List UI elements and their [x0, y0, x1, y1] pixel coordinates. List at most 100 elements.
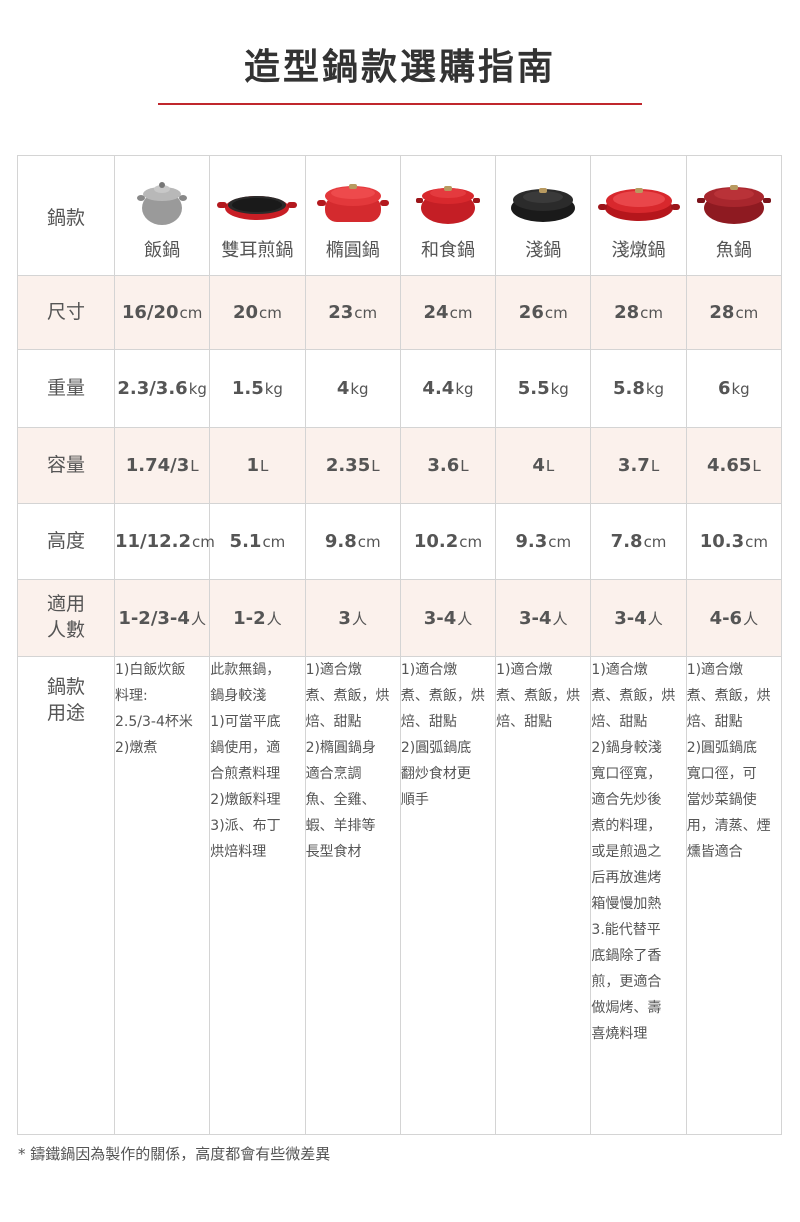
usage-line: 煮、煮飯，烘	[591, 688, 676, 704]
japanese-pot-icon	[415, 186, 480, 224]
row-label-weight: 重量	[17, 349, 115, 428]
double-handle-pan-icon	[217, 196, 298, 220]
height-row: 高度 11/12.2cm 5.1cm 9.8cm 10.2cm 9.3cm 7.…	[17, 503, 783, 580]
row-label-size: 尺寸	[17, 275, 115, 350]
usage-line: 2)橢圓鍋身	[305, 740, 376, 756]
usage-line: 1)適合燉	[400, 662, 458, 678]
usage-cell: 1)適合燉 煮、煮飯，烘 焙、甜點	[495, 656, 592, 1135]
usage-line: 底鍋除了香	[591, 948, 662, 964]
usage-cell: 1)白飯炊飯 料理: 2.5/3-4杯米 2)燉煮	[113, 656, 211, 1135]
usage-line: 順手	[400, 792, 429, 808]
usage-cell: 1)適合燉煮、煮飯，烘 焙、甜點 2)鍋身較淺 寬口徑寬， 適合先炒後煮的料理， 或是煎過…	[590, 656, 687, 1135]
usage-cell: 1)適合燉煮、煮飯，烘 焙、甜點 2)圓弧鍋底 翻炒食材更順手	[399, 656, 497, 1135]
pot-name: 橢圓鍋	[325, 240, 380, 261]
capacity-cell: 2.35L	[304, 427, 401, 504]
pot-header-braiser: 淺燉鍋	[590, 155, 687, 276]
usage-line: 用，清蒸、煙	[686, 818, 771, 834]
usage-line: 適合烹調	[305, 766, 362, 782]
usage-line: 2)燉飯料理	[210, 792, 281, 808]
usage-line: 適合先炒後	[591, 792, 662, 808]
weight-cell: 5.5kg	[495, 349, 592, 428]
usage-line: 2)燉煮	[115, 740, 158, 756]
usage-line: 2)鍋身較淺	[591, 740, 662, 756]
size-row: 尺寸 16/20cm 20cm 23cm 24cm 26cm 28cm 28cm	[17, 275, 783, 350]
pot-name: 飯鍋	[144, 240, 181, 261]
size-cell: 28cm	[685, 275, 783, 350]
usage-line: 喜燒料理	[591, 1026, 648, 1042]
pot-header-oval: 橢圓鍋	[304, 155, 401, 276]
oval-pot-icon	[316, 184, 389, 222]
people-cell: 1-2人	[209, 579, 306, 657]
usage-line: 煮的料理，	[591, 818, 662, 834]
shallow-braiser-icon	[597, 188, 680, 221]
weight-cell: 6kg	[685, 349, 783, 428]
pot-header-shallow: 淺鍋	[495, 155, 592, 276]
height-cell: 9.8cm	[304, 503, 401, 580]
usage-line: 或是煎過之	[591, 844, 662, 860]
usage-line: 合煎煮料理	[210, 766, 281, 782]
weight-cell: 4kg	[304, 349, 401, 428]
size-cell: 26cm	[495, 275, 592, 350]
title-divider	[158, 103, 642, 105]
usage-line: 1)可當平底	[210, 714, 281, 730]
usage-line: 煮、煮飯，烘	[686, 688, 771, 704]
usage-line: 煮、煮飯，烘	[400, 688, 485, 704]
pot-header-japanese: 和食鍋	[399, 155, 497, 276]
usage-line: 3)派、布丁	[210, 818, 281, 834]
usage-line: 魚、全雞、	[305, 792, 376, 808]
usage-line: 2)圓弧鍋底	[686, 740, 758, 756]
usage-cell: 1)適合燉 煮、煮飯，烘 焙、甜點 2)橢圓鍋身 適合烹調 魚、全雞、 蝦、羊排等 長型食材	[304, 656, 401, 1135]
usage-line: 鍋使用，適	[210, 740, 281, 756]
people-row: 適用 人數 1-2/3-4人 1-2人 3人 3-4人 3-4人 3-4人 4-6…	[17, 579, 783, 657]
usage-line: 焙、甜點	[686, 714, 743, 730]
usage-line: 2.5/3-4杯米	[115, 714, 193, 730]
capacity-cell: 3.7L	[590, 427, 687, 504]
usage-line: 焙、甜點	[400, 714, 457, 730]
usage-line: 煎，更適合	[591, 974, 662, 990]
usage-line: 1)適合燉	[591, 662, 648, 678]
row-label-usage: 鍋款 用途	[17, 656, 115, 1135]
usage-line: 1)適合燉	[496, 662, 553, 678]
people-cell: 3-4人	[399, 579, 497, 657]
people-cell: 1-2/3-4人	[113, 579, 211, 657]
black-shallow-pot-icon	[511, 188, 576, 222]
people-cell: 4-6人	[685, 579, 783, 657]
capacity-cell: 1.74/3L	[113, 427, 211, 504]
pot-name: 和食鍋	[420, 240, 475, 261]
spec-table: 鍋款 飯鍋 雙耳煎鍋	[17, 155, 783, 1135]
usage-line: 煮、煮飯，烘	[305, 688, 390, 704]
usage-line: 寬口徑寬，	[591, 766, 662, 782]
size-cell: 20cm	[209, 275, 306, 350]
usage-line: 箱慢慢加熱	[591, 896, 662, 912]
usage-line: 翻炒食材更	[400, 766, 471, 782]
size-cell: 16/20cm	[113, 275, 211, 350]
usage-cell: 此款無鍋， 鍋身較淺 1)可當平底 鍋使用，適 合煎煮料理 2)燉飯料理 3)派、布丁 烘焙料…	[209, 656, 306, 1135]
weight-cell: 2.3/3.6kg	[113, 349, 211, 428]
usage-line: 1)適合燉	[686, 662, 744, 678]
pot-name: 淺燉鍋	[611, 240, 666, 261]
usage-line: 燻皆適合	[686, 844, 743, 860]
people-cell: 3-4人	[495, 579, 592, 657]
row-label-model: 鍋款	[17, 155, 115, 276]
capacity-cell: 1L	[209, 427, 306, 504]
page-title: 造型鍋款選購指南	[243, 46, 556, 88]
usage-line: 1)白飯炊飯	[115, 662, 186, 678]
pot-name: 淺鍋	[525, 240, 562, 261]
weight-cell: 5.8kg	[590, 349, 687, 428]
grey-rice-pot-icon	[137, 182, 188, 225]
pot-header-double-pan: 雙耳煎鍋	[209, 155, 306, 276]
usage-line: 鍋身較淺	[210, 688, 267, 704]
usage-line: 2)圓弧鍋底	[400, 740, 472, 756]
usage-line: 焙、甜點	[591, 714, 648, 730]
people-cell: 3人	[304, 579, 401, 657]
usage-line: 長型食材	[305, 844, 362, 860]
model-row: 鍋款 飯鍋 雙耳煎鍋	[17, 155, 783, 276]
usage-line: 烘焙料理	[210, 844, 267, 860]
usage-line: 后再放進烤	[591, 870, 662, 886]
usage-row: 鍋款 用途 1)白飯炊飯 料理: 2.5/3-4杯米 2)燉煮 此款無鍋， 鍋身較淺 1)可…	[17, 656, 783, 1135]
height-cell: 5.1cm	[209, 503, 306, 580]
capacity-cell: 3.6L	[399, 427, 497, 504]
pot-header-fish: 魚鍋	[685, 155, 783, 276]
height-cell: 10.3cm	[685, 503, 783, 580]
usage-line: 3.能代替平	[591, 922, 661, 938]
